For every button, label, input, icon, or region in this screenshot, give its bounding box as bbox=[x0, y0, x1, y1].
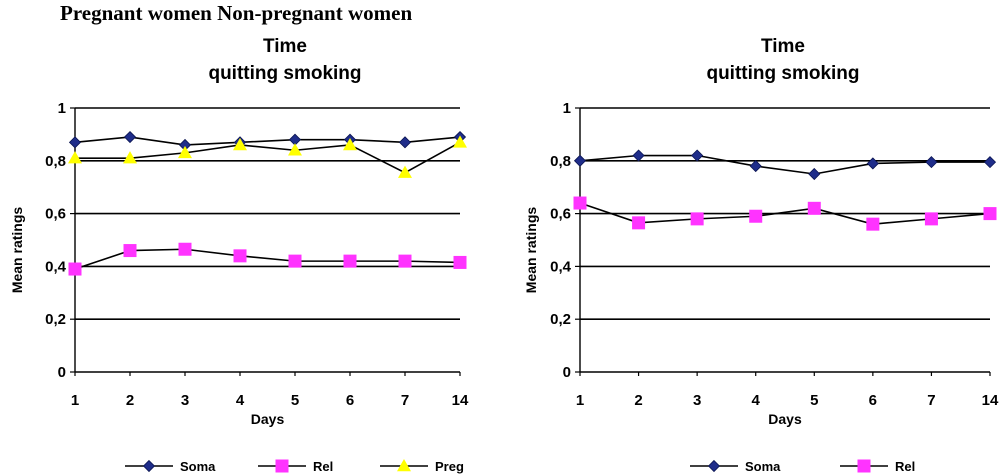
x-tick-label: 4 bbox=[236, 392, 245, 409]
data-point-preg bbox=[233, 137, 247, 151]
y-tick-label: 0,8 bbox=[550, 153, 571, 170]
x-tick-label: 6 bbox=[869, 392, 877, 409]
data-point-rel bbox=[178, 242, 192, 256]
data-point-rel bbox=[453, 255, 467, 269]
x-tick-label: 7 bbox=[927, 392, 935, 409]
data-point-preg bbox=[398, 165, 412, 178]
chart-title-line2: quitting smoking bbox=[208, 63, 361, 84]
data-point-preg bbox=[288, 143, 302, 156]
data-point-rel bbox=[573, 196, 587, 210]
x-tick-label: 2 bbox=[634, 392, 642, 409]
data-point-soma bbox=[808, 167, 821, 181]
x-tick-label: 14 bbox=[452, 392, 469, 409]
x-tick-label: 3 bbox=[181, 392, 189, 409]
y-tick-label: 0,4 bbox=[550, 258, 572, 275]
series-line-preg bbox=[75, 141, 461, 174]
data-point-soma bbox=[749, 160, 762, 173]
data-point-soma bbox=[123, 130, 137, 144]
data-point-rel bbox=[983, 207, 997, 221]
y-tick-label: 0,6 bbox=[45, 206, 66, 223]
data-point-soma bbox=[573, 154, 587, 167]
data-point-rel bbox=[343, 254, 357, 268]
y-tick-label: 0,6 bbox=[550, 206, 571, 223]
x-tick-label: 2 bbox=[126, 392, 134, 409]
chart-panel-non-pregnant: Time quitting smoking 0 0,2 0,4 0,6 0,8 1 1 2 3 4 5 6… bbox=[523, 36, 999, 474]
x-tick-label: 5 bbox=[810, 392, 818, 409]
x-axis-label: Days bbox=[768, 411, 802, 427]
x-tick-label: 3 bbox=[693, 392, 701, 409]
data-point-rel bbox=[866, 217, 880, 231]
y-tick-label: 1 bbox=[563, 100, 571, 117]
data-point-preg bbox=[123, 151, 137, 164]
legend-marker-preg bbox=[397, 459, 411, 472]
legend-marker-rel bbox=[857, 459, 871, 473]
series-line-soma bbox=[579, 154, 990, 175]
y-tick-label: 0,8 bbox=[45, 153, 66, 170]
chart-title-line1: Time bbox=[263, 36, 307, 57]
data-point-soma bbox=[398, 136, 412, 149]
data-point-preg bbox=[178, 145, 192, 159]
data-point-rel bbox=[632, 216, 646, 230]
data-point-rel bbox=[749, 209, 763, 223]
x-tick-label: 14 bbox=[982, 392, 999, 409]
y-tick-label: 0,4 bbox=[45, 258, 67, 275]
x-axis-label: Days bbox=[251, 411, 285, 427]
legend-marker-soma bbox=[142, 459, 156, 473]
series-line-rel bbox=[74, 248, 461, 270]
x-tick-label: 7 bbox=[401, 392, 409, 409]
data-point-rel bbox=[233, 249, 247, 263]
y-axis-label: Mean ratings bbox=[523, 207, 539, 294]
y-tick-label: 0 bbox=[563, 364, 571, 381]
chart-panel-pregnant: Time quitting smoking 0 0,2 0,4 0,6 0,8 1 1 2 3 4 5 6… bbox=[9, 36, 469, 474]
legend-marker-soma bbox=[707, 459, 721, 473]
x-tick-label: 1 bbox=[576, 392, 584, 409]
legend-label-rel: Rel bbox=[313, 459, 333, 474]
data-point-rel bbox=[398, 254, 412, 268]
data-point-rel bbox=[924, 212, 938, 226]
legend-marker-rel bbox=[275, 459, 289, 473]
data-point-rel bbox=[288, 254, 302, 268]
data-point-soma bbox=[866, 157, 879, 170]
legend-label-soma: Soma bbox=[745, 459, 781, 474]
legend-label-rel: Rel bbox=[895, 459, 915, 474]
y-tick-label: 0 bbox=[58, 364, 66, 381]
chart-title-line2: quitting smoking bbox=[706, 63, 859, 84]
data-point-rel bbox=[68, 262, 82, 276]
x-tick-label: 5 bbox=[291, 392, 299, 409]
data-point-rel bbox=[690, 212, 704, 226]
data-point-preg bbox=[343, 137, 357, 151]
y-tick-label: 0,2 bbox=[45, 311, 66, 328]
x-tick-label: 6 bbox=[346, 392, 354, 409]
data-point-soma bbox=[925, 156, 938, 169]
legend-label-preg: Preg bbox=[435, 459, 464, 474]
data-point-preg bbox=[453, 135, 467, 148]
data-point-soma bbox=[68, 136, 82, 149]
x-tick-label: 1 bbox=[71, 392, 79, 409]
data-point-rel bbox=[123, 244, 137, 258]
figure-header: Pregnant women Non-pregnant women bbox=[60, 1, 412, 25]
data-point-rel bbox=[807, 201, 821, 215]
chart-title-line1: Time bbox=[761, 36, 805, 57]
series-line-soma bbox=[74, 136, 461, 146]
data-point-soma bbox=[632, 149, 645, 162]
legend-label-soma: Soma bbox=[180, 459, 216, 474]
series-line-rel bbox=[579, 202, 991, 225]
data-point-preg bbox=[68, 151, 82, 164]
y-axis-label: Mean ratings bbox=[9, 207, 25, 294]
x-tick-label: 4 bbox=[752, 392, 761, 409]
y-tick-label: 0,2 bbox=[550, 311, 571, 328]
y-tick-label: 1 bbox=[58, 100, 66, 117]
data-point-soma bbox=[691, 149, 704, 162]
data-point-soma bbox=[983, 156, 997, 169]
